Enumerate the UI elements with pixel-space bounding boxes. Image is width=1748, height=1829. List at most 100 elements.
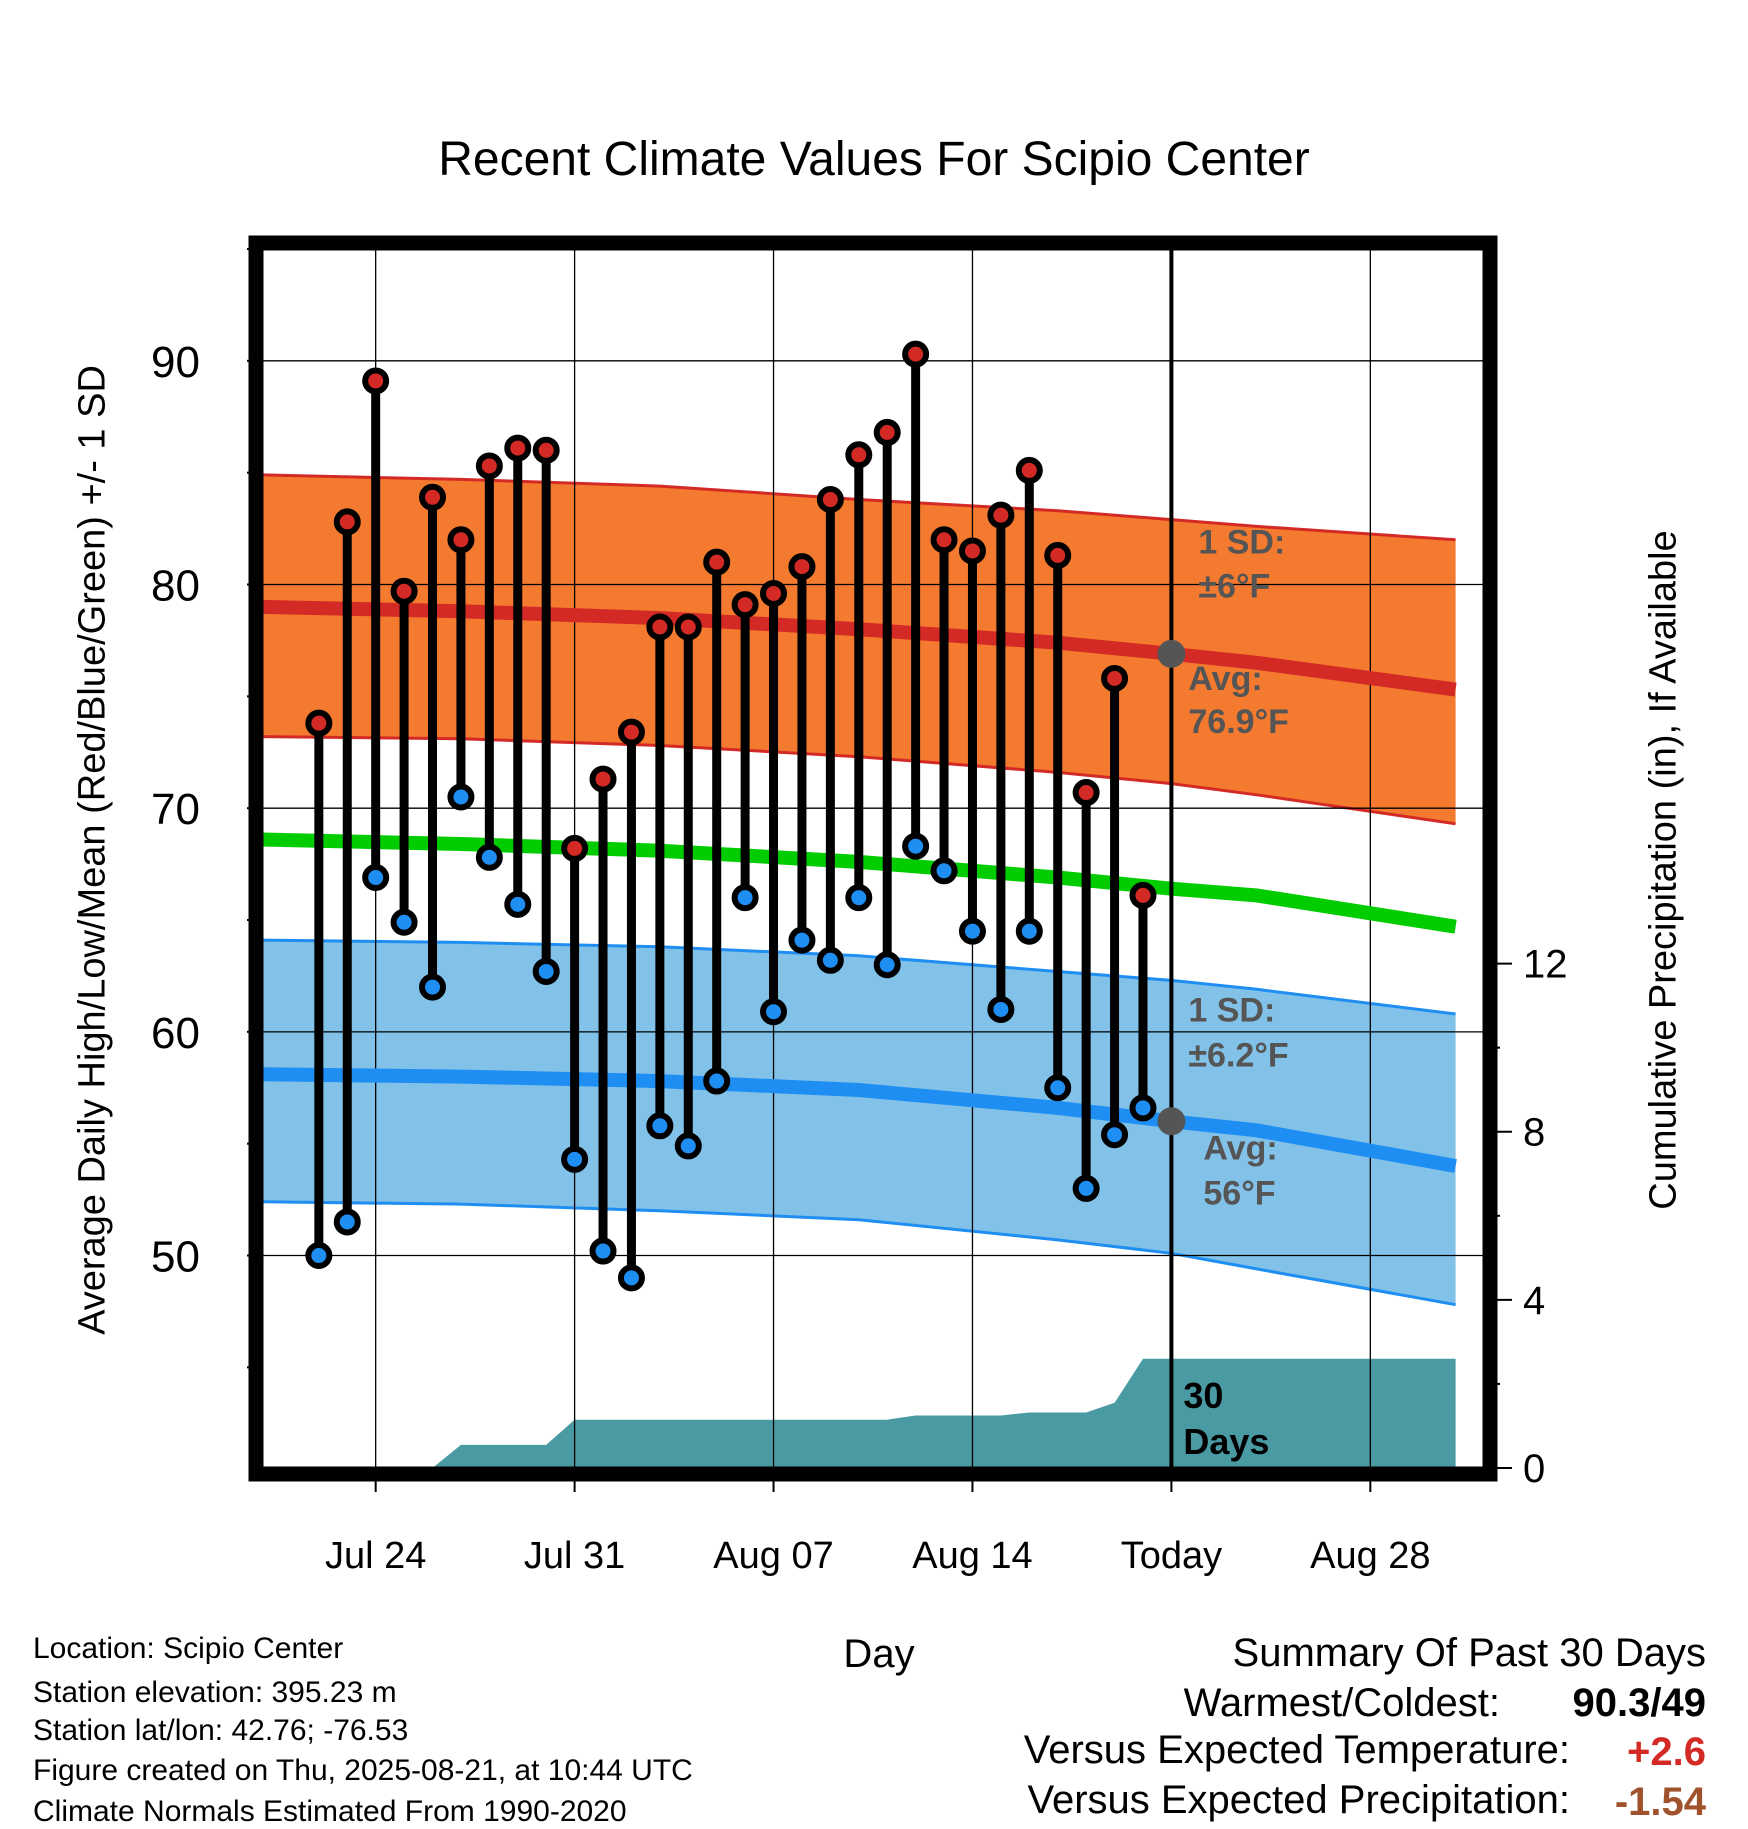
daily-high-point [561, 834, 589, 862]
high-avg-label: Avg: [1188, 660, 1262, 698]
daily-high-point [1044, 541, 1072, 569]
daily-high-point [1072, 779, 1100, 807]
high-sd-lower-line [261, 735, 1456, 826]
daily-low-point [475, 843, 503, 871]
summary-heading: Summary Of Past 30 Days [1232, 1631, 1706, 1675]
summary-precip-label: Versus Expected Precipitation: [1027, 1778, 1570, 1822]
daily-high-point [1101, 664, 1129, 692]
daily-low-point [902, 832, 930, 860]
chart-title: Recent Climate Values For Scipio Center [438, 133, 1310, 186]
summary-warmest-value: 90.3/49 [1572, 1681, 1706, 1725]
daily-high-point [958, 537, 986, 565]
x-tick-label: Aug 14 [912, 1535, 1032, 1577]
y2-tick-label: 4 [1523, 1279, 1545, 1323]
footer-location: Location: Scipio Center [33, 1632, 344, 1665]
window-label-number: 30 [1183, 1375, 1223, 1416]
y-tick-label: 60 [151, 1009, 200, 1058]
daily-high-point [760, 579, 788, 607]
x-tick-label: Jul 31 [524, 1535, 625, 1577]
y2-tick-label: 12 [1523, 943, 1568, 987]
daily-high-point [845, 441, 873, 469]
y-tick-label: 90 [151, 338, 200, 387]
low-sd-label: 1 SD: [1188, 991, 1275, 1029]
daily-low-point [1044, 1074, 1072, 1102]
daily-high-point [1015, 456, 1043, 484]
x-axis-label: Day [843, 1632, 915, 1676]
daily-low-point [731, 884, 759, 912]
daily-low-point [305, 1242, 333, 1270]
daily-high-point [589, 765, 617, 793]
y-tick-label: 70 [151, 785, 200, 834]
today-low-avg-marker [1157, 1107, 1186, 1136]
daily-low-point [447, 783, 475, 811]
daily-low-point [532, 957, 560, 985]
daily-low-point [816, 946, 844, 974]
daily-high-point [617, 718, 645, 746]
daily-high-point [390, 577, 418, 605]
y-axis-label: Average Daily High/Low/Mean (Red/Blue/Gr… [71, 365, 114, 1335]
footer-normals: Climate Normals Estimated From 1990-2020 [33, 1795, 627, 1828]
daily-low-point [617, 1264, 645, 1292]
daily-high-point [333, 508, 361, 536]
plot-frame [248, 235, 1498, 1482]
daily-low-point [760, 998, 788, 1026]
daily-low-point [703, 1067, 731, 1095]
daily-high-point [902, 340, 930, 368]
summary-precip-value: -1.54 [1614, 1780, 1706, 1824]
daily-high-point [930, 526, 958, 554]
high-sd-value: ±6°F [1198, 568, 1270, 606]
summary-temp-value: +2.6 [1627, 1730, 1706, 1774]
daily-low-point [333, 1208, 361, 1236]
daily-low-point [390, 908, 418, 936]
low-sd-value: ±6.2°F [1188, 1036, 1288, 1074]
daily-low-point [958, 917, 986, 945]
high-sd-label: 1 SD: [1198, 524, 1285, 562]
daily-high-point [475, 452, 503, 480]
precip-area [318, 1358, 1456, 1468]
daily-high-point [731, 591, 759, 619]
x-tick-label: Aug 28 [1310, 1535, 1430, 1577]
daily-high-point [305, 709, 333, 737]
daily-high-point [447, 526, 475, 554]
daily-high-point [788, 553, 816, 581]
daily-low-point [873, 951, 901, 979]
summary-warmest-label: Warmest/Coldest: [1183, 1681, 1500, 1725]
footer-created: Figure created on Thu, 2025-08-21, at 10… [33, 1754, 693, 1787]
window-label-unit: Days [1183, 1421, 1269, 1462]
daily-low-point [589, 1237, 617, 1265]
y2-axis-label: Cumulative Precipitation (in), If Availa… [1642, 530, 1685, 1210]
daily-low-point [504, 890, 532, 918]
daily-high-point [1129, 881, 1157, 909]
daily-low-point [1015, 917, 1043, 945]
daily-low-point [987, 995, 1015, 1023]
footer-latlon: Station lat/lon: 42.76; -76.53 [33, 1714, 409, 1747]
y-tick-label: 50 [151, 1233, 200, 1282]
daily-low-point [561, 1145, 589, 1173]
summary-temp-label: Versus Expected Temperature: [1023, 1728, 1570, 1772]
low-avg-line [261, 1067, 1457, 1173]
low-avg-value: 56°F [1203, 1174, 1275, 1212]
low-sd-lower-line [261, 1200, 1456, 1307]
daily-low-point [1072, 1174, 1100, 1202]
daily-low-point [646, 1112, 674, 1140]
high-avg-value: 76.9°F [1188, 703, 1289, 741]
daily-low-point [845, 884, 873, 912]
y2-tick-label: 0 [1523, 1447, 1545, 1491]
footer-elevation: Station elevation: 395.23 m [33, 1676, 397, 1709]
daily-low-point [674, 1132, 702, 1160]
daily-low-point [1129, 1094, 1157, 1122]
daily-high-point [419, 483, 447, 511]
daily-low-point [788, 926, 816, 954]
daily-low-point [419, 973, 447, 1001]
low-sd-upper-line [261, 938, 1456, 1016]
daily-high-point [362, 367, 390, 395]
daily-high-point [504, 434, 532, 462]
daily-high-point [987, 501, 1015, 529]
high-avg-line [261, 599, 1457, 697]
daily-low-point [362, 864, 390, 892]
y-tick-label: 80 [151, 562, 200, 611]
daily-high-point [816, 486, 844, 514]
daily-high-point [646, 613, 674, 641]
x-tick-label: Today [1121, 1535, 1222, 1577]
